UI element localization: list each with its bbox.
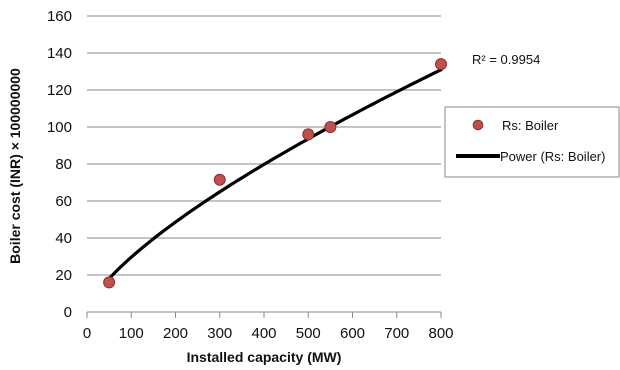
y-tick-label: 80 xyxy=(55,156,72,173)
series-layer xyxy=(103,58,447,289)
power-trendline xyxy=(107,68,443,281)
y-tick-label: 100 xyxy=(47,119,72,136)
y-tick-label: 20 xyxy=(55,267,72,284)
legend-label-power: Power (Rs: Boiler) xyxy=(500,149,605,164)
label-layer: 0 20 40 60 80 100 120 140 160 0 100 200 300 400 500 600… xyxy=(47,8,454,342)
y-tick-label: 120 xyxy=(47,82,72,99)
data-point xyxy=(103,276,116,289)
data-point xyxy=(213,173,226,186)
r-squared-label: R² = 0.9954 xyxy=(472,52,540,67)
y-tick-label: 40 xyxy=(55,230,72,247)
legend-label-boiler: Rs: Boiler xyxy=(502,118,559,133)
y-tick-label: 160 xyxy=(47,8,72,25)
x-tick-label: 700 xyxy=(384,325,409,342)
x-tick-label: 400 xyxy=(251,325,276,342)
data-point xyxy=(324,121,337,133)
x-tick-label: 600 xyxy=(340,325,365,342)
data-point xyxy=(302,128,315,141)
legend: Rs: Boiler Power (Rs: Boiler) xyxy=(444,106,620,178)
legend-box xyxy=(444,106,620,178)
legend-marker-boiler xyxy=(472,119,484,131)
x-axis-title: Installed capacity (MW) xyxy=(187,349,342,365)
x-tick-label: 800 xyxy=(428,325,453,342)
x-tick-label: 0 xyxy=(83,325,91,342)
data-point xyxy=(435,58,447,71)
y-tick-label: 140 xyxy=(47,45,72,62)
x-tick-label: 200 xyxy=(163,325,188,342)
x-tick-label: 300 xyxy=(207,325,232,342)
y-axis-title: Boiler cost (INR) × 100000000 xyxy=(7,68,23,264)
axis-layer xyxy=(86,311,442,318)
y-tick-label: 0 xyxy=(64,304,72,321)
y-tick-label: 60 xyxy=(55,193,72,210)
x-tick-label: 500 xyxy=(296,325,321,342)
x-tick-label: 100 xyxy=(119,325,144,342)
